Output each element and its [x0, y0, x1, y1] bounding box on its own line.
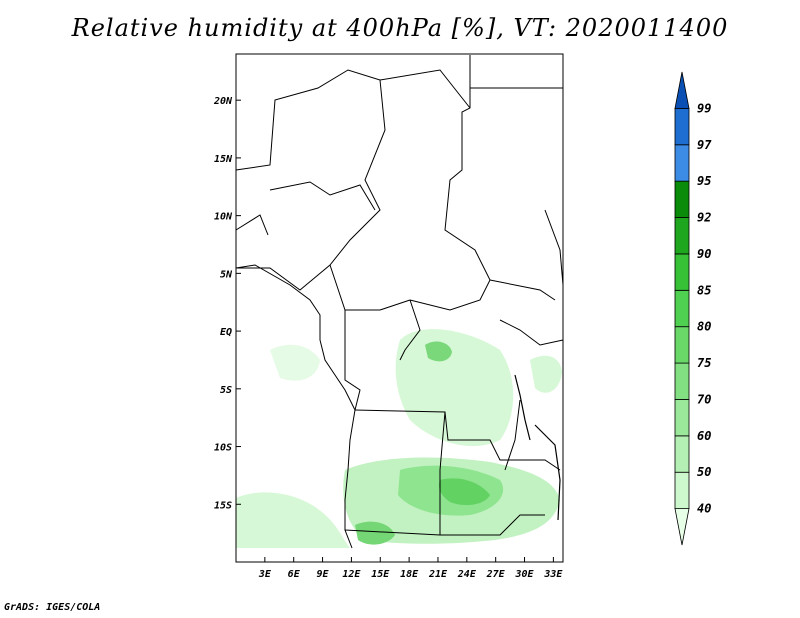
colorbar-label: 40: [697, 502, 711, 516]
lon-tick-label: 33E: [543, 569, 563, 580]
country-boundaries: [235, 55, 564, 536]
colorbar-label: 95: [697, 174, 711, 188]
lon-tick-label: 15E: [371, 569, 390, 580]
lat-tick-label: 15N: [214, 154, 233, 165]
lon-tick-label: 21E: [428, 569, 448, 580]
humidity-region-south-band: [236, 492, 350, 548]
colorbar-segment: [674, 399, 690, 437]
colorbar-segment: [674, 253, 690, 291]
humidity-region-congo: [395, 329, 514, 447]
colorbar-label: 80: [697, 320, 711, 334]
lat-tick-label: EQ: [220, 327, 232, 338]
footer-credit: GrADS: IGES/COLA: [4, 602, 101, 613]
lake-tanganyika: [514, 374, 561, 521]
colorbar-label: 75: [697, 356, 711, 370]
colorbar-segment: [674, 144, 690, 182]
lon-tick-label: 9E: [317, 569, 330, 580]
colorbar-label: 97: [697, 138, 712, 152]
colorbar-label: 60: [697, 429, 711, 443]
colorbar-segment: [674, 471, 690, 510]
lon-tick-label: 30E: [514, 569, 534, 580]
lat-tick-label: 10S: [214, 443, 232, 454]
humidity-region-coast: [270, 344, 320, 381]
colorbar-label: 92: [697, 211, 711, 225]
colorbar-segment: [674, 289, 690, 328]
colorbar-segment: [674, 435, 690, 473]
colorbar-label: 90: [697, 247, 711, 261]
lon-tick-label: 18E: [400, 569, 419, 580]
colorbar-segment: [674, 180, 690, 218]
colorbar: 40 50 60 70 75 80 85 90 92 95 97 99: [674, 71, 712, 546]
lat-tick-label: 5N: [220, 269, 233, 280]
humidity-region-east: [530, 355, 562, 393]
colorbar-label: 50: [697, 465, 711, 479]
map-frame: [235, 53, 564, 563]
colorbar-segment: [674, 508, 690, 546]
lat-tick-label: 20N: [213, 96, 233, 107]
colorbar-segment: [674, 71, 690, 109]
lon-tick-label: 12E: [342, 569, 361, 580]
lon-tick-label: 24E: [457, 569, 477, 580]
humidity-region-core-2: [438, 478, 490, 506]
lat-tick-label: 15S: [214, 500, 232, 511]
latitude-axis: 20N 15N 10N 5N EQ 5S 10S 15S: [213, 96, 241, 511]
humidity-region-sw: [355, 521, 395, 545]
humidity-fill-layer: [236, 329, 562, 548]
longitude-axis: 3E 6E 9E 12E 15E 18E 21E 24E 27E 30E 33E: [258, 557, 563, 580]
lon-tick-label: 3E: [258, 569, 272, 580]
coastline: [235, 264, 356, 549]
colorbar-segment: [674, 107, 690, 146]
lon-tick-label: 27E: [486, 569, 506, 580]
map-title: Relative humidity at 400hPa [%], VT: 202…: [71, 14, 729, 42]
lon-tick-label: 6E: [288, 569, 301, 580]
humidity-region-core-3: [425, 341, 452, 362]
colorbar-label: 99: [697, 101, 711, 115]
colorbar-label: 85: [697, 283, 711, 297]
colorbar-segment: [674, 362, 690, 400]
colorbar-segment: [674, 217, 690, 255]
colorbar-segment: [674, 326, 690, 364]
lat-tick-label: 10N: [214, 212, 233, 223]
lat-tick-label: 5S: [220, 385, 232, 396]
colorbar-label: 70: [697, 392, 711, 406]
